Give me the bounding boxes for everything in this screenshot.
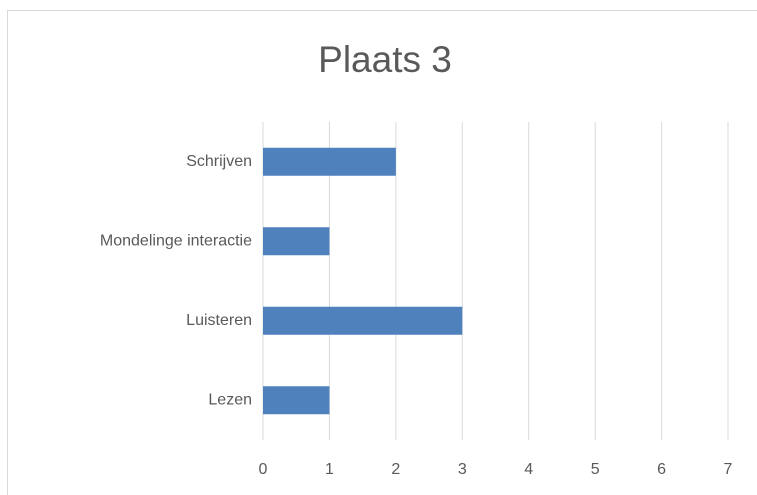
bar <box>263 306 463 335</box>
chart-title: Plaats 3 <box>318 39 452 80</box>
x-tick-label: 5 <box>591 461 600 478</box>
x-tick-label: 2 <box>391 461 400 478</box>
bar <box>263 147 396 176</box>
x-tick-label: 4 <box>524 461 533 478</box>
bar <box>263 386 330 415</box>
x-tick-label: 6 <box>657 461 666 478</box>
y-tick-label: Mondelinge interactie <box>100 232 252 249</box>
x-tick-label: 1 <box>325 461 334 478</box>
y-tick-label: Luisteren <box>186 312 252 329</box>
y-tick-label: Schrijven <box>186 153 252 170</box>
x-tick-label: 3 <box>458 461 467 478</box>
bar <box>263 227 330 256</box>
x-tick-label: 7 <box>724 461 733 478</box>
y-tick-label: Lezen <box>208 391 252 408</box>
chart-frame <box>7 10 757 495</box>
x-tick-label: 0 <box>259 461 268 478</box>
